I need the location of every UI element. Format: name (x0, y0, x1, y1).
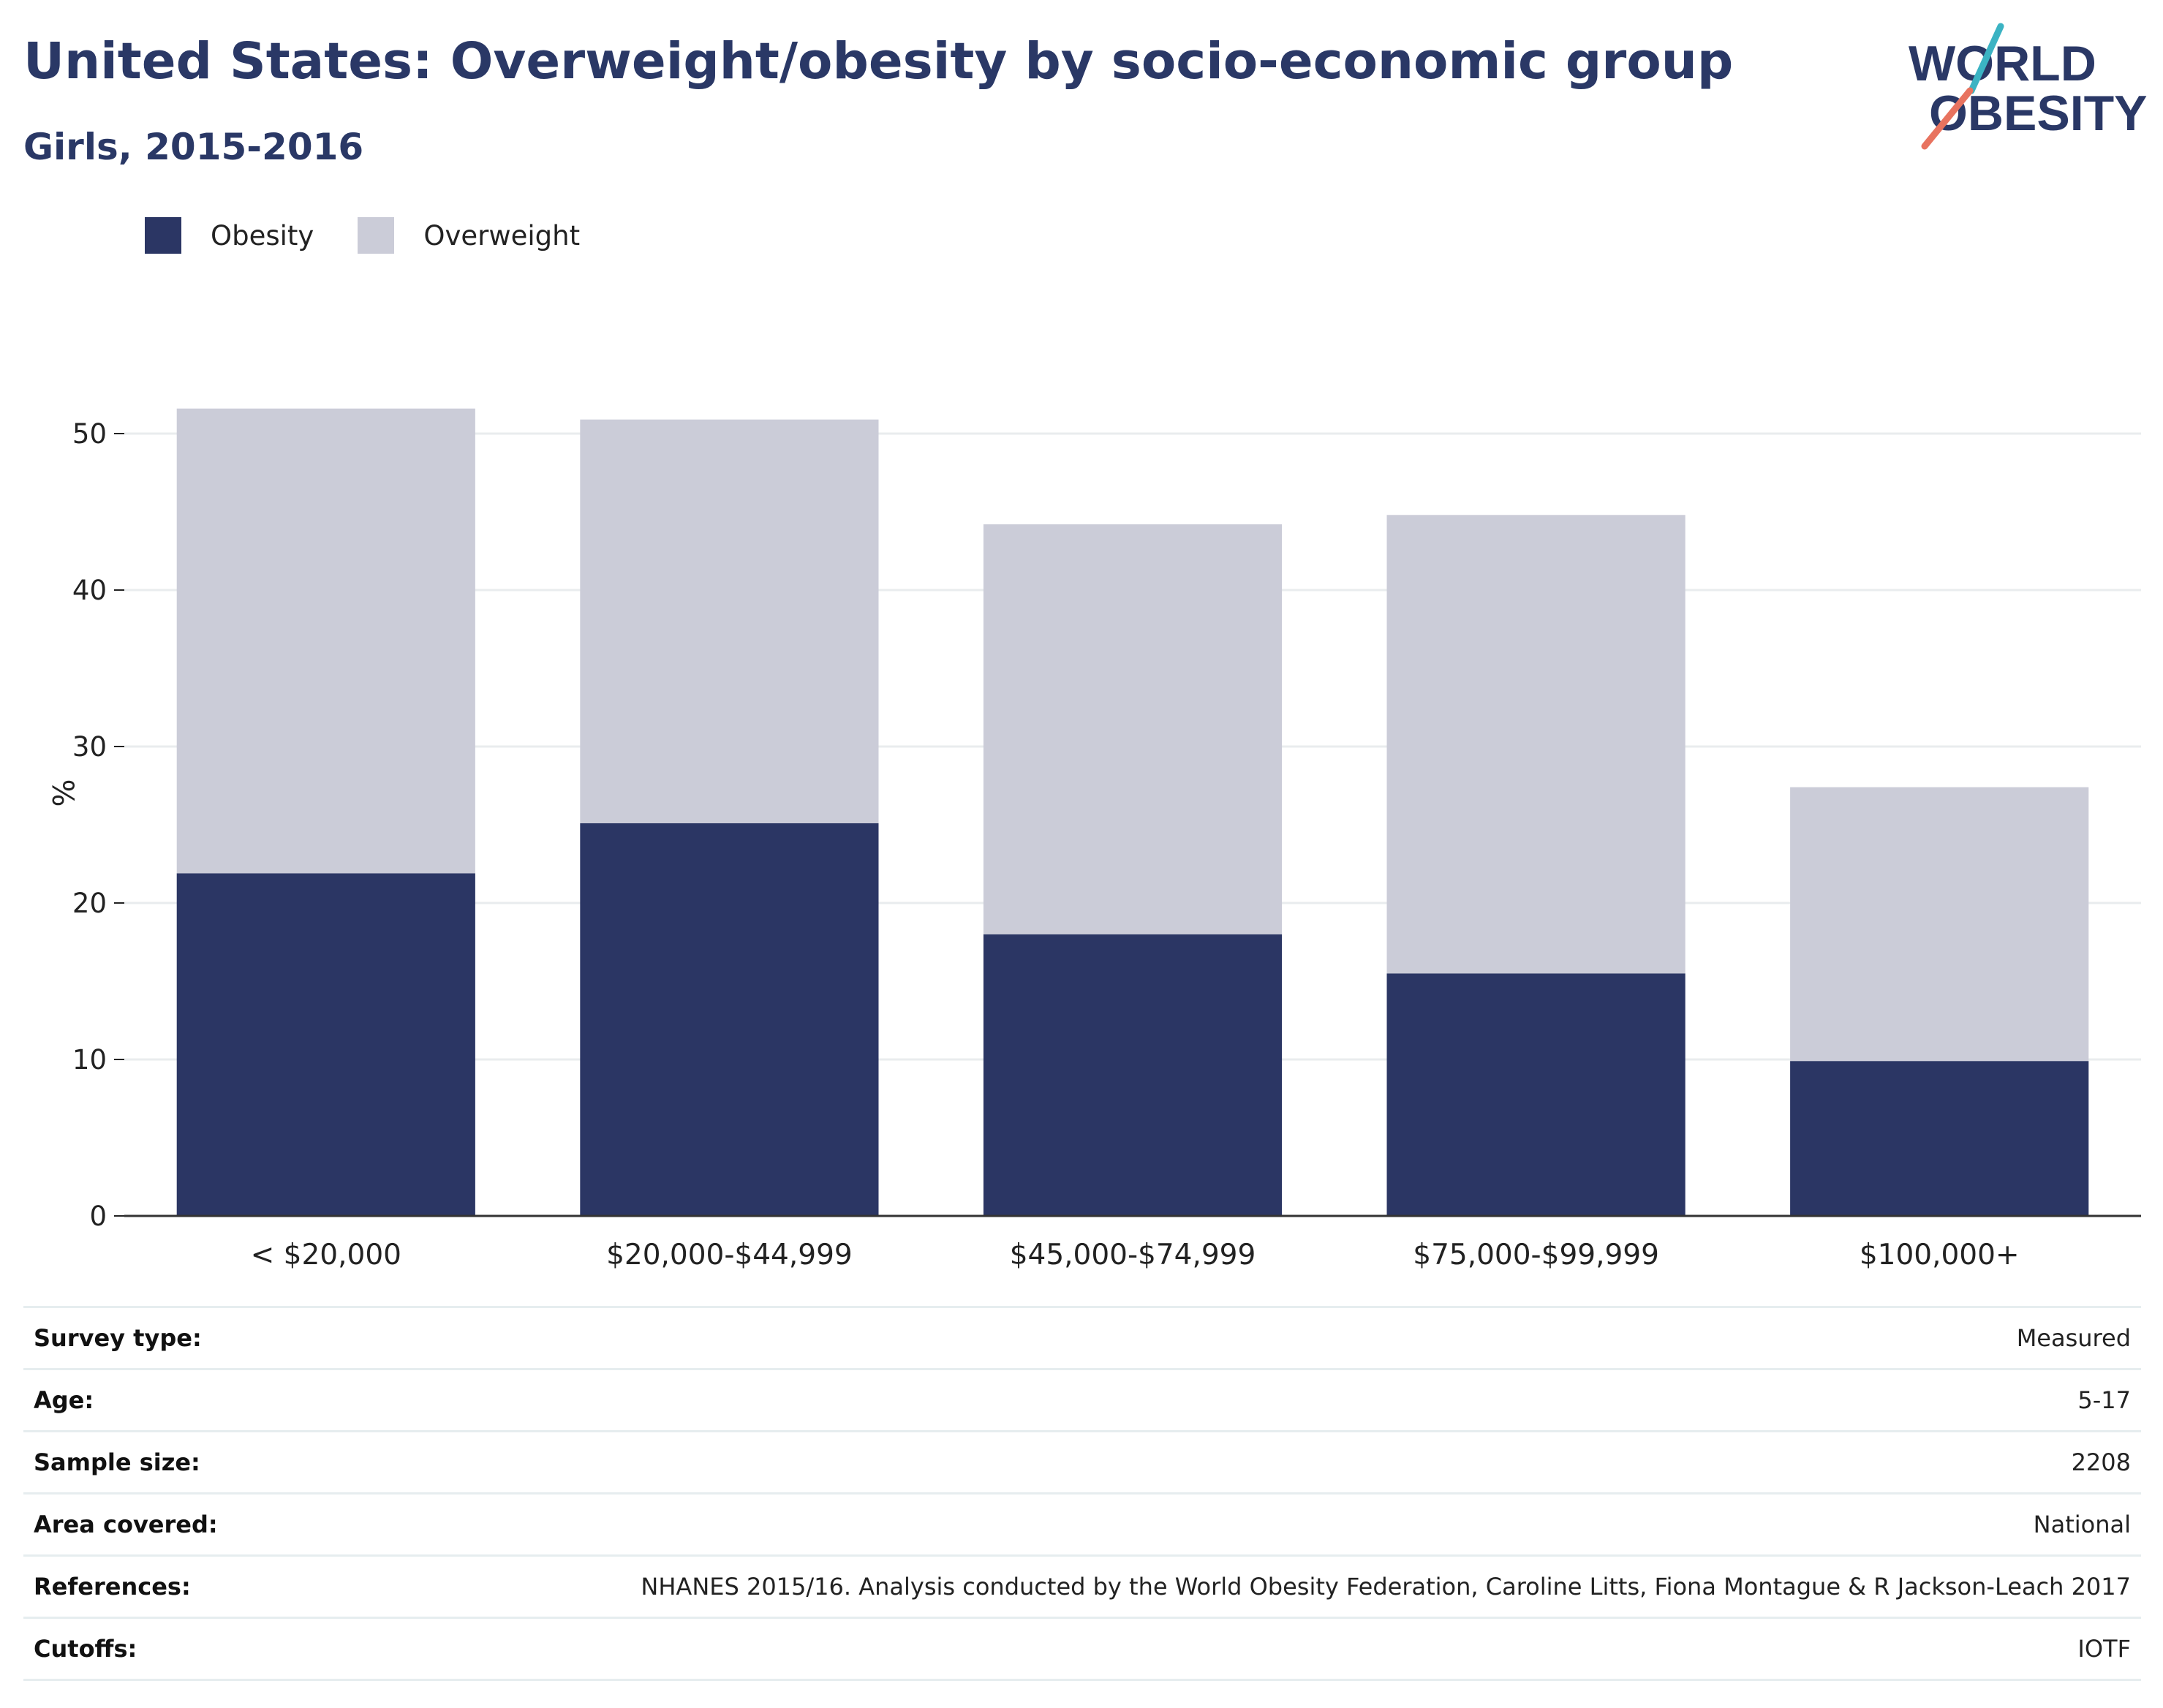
info-value: National (276, 1492, 2141, 1556)
bar-overweight-0 (176, 408, 475, 874)
info-label: References: (23, 1554, 276, 1618)
info-row: Age: 5-17 (23, 1368, 2141, 1432)
info-value: 2208 (276, 1430, 2141, 1494)
y-tick-label: 10 (72, 1044, 107, 1076)
info-value: 5-17 (276, 1368, 2141, 1432)
x-tick-label: $45,000-$74,999 (1010, 1239, 1256, 1271)
legend-swatch-overweight (358, 217, 395, 254)
bar-overweight-1 (580, 419, 879, 823)
y-tick-label: 0 (89, 1201, 107, 1232)
info-label: Area covered: (23, 1492, 276, 1556)
info-row: Sample size: 2208 (23, 1430, 2141, 1494)
bar-obesity-0 (176, 873, 475, 1216)
bar-obesity-2 (983, 934, 1283, 1216)
info-row: Survey type: Measured (23, 1306, 2141, 1369)
x-tick-label: < $20,000 (251, 1239, 401, 1271)
y-tick-label: 50 (72, 418, 107, 450)
x-tick-label: $75,000-$99,999 (1413, 1239, 1659, 1271)
bar-overweight-4 (1790, 787, 2089, 1062)
bar-obesity-4 (1790, 1061, 2089, 1216)
bar-obesity-1 (580, 823, 879, 1216)
legend-label-obesity: Obesity (211, 219, 314, 252)
chart-bars (176, 408, 2089, 1216)
y-tick-label: 40 (72, 575, 107, 606)
bar-overweight-2 (983, 524, 1283, 934)
page-title: United States: Overweight/obesity by soc… (23, 32, 1734, 91)
logo-text-world: WORLD (1909, 36, 2096, 91)
info-label: Cutoffs: (23, 1617, 276, 1681)
y-tick-label: 30 (72, 731, 107, 763)
x-tick-label: $20,000-$44,999 (606, 1239, 853, 1271)
info-row: Area covered: National (23, 1492, 2141, 1556)
info-label: Sample size: (23, 1430, 276, 1494)
info-value: Measured (276, 1306, 2141, 1369)
info-label: Survey type: (23, 1306, 276, 1369)
y-tick-label: 20 (72, 888, 107, 919)
logo-slash-teal (1968, 23, 2004, 94)
legend-item-overweight[interactable]: Overweight (358, 217, 580, 254)
y-axis-label: % (45, 779, 79, 806)
world-obesity-logo: WORLD OBESITY (1909, 23, 2148, 150)
y-axis: 0 10 20 30 40 50% (45, 418, 124, 1232)
page-subtitle: Girls, 2015-2016 (23, 126, 364, 168)
legend-item-obesity[interactable]: Obesity (145, 217, 314, 254)
bar-obesity-3 (1386, 973, 1686, 1216)
legend-swatch-obesity (145, 217, 181, 254)
x-tick-label: $100,000+ (1860, 1239, 2020, 1271)
legend-label-overweight: Overweight (423, 219, 581, 252)
logo-slash-coral (1921, 87, 1974, 150)
info-row: References: NHANES 2015/16. Analysis cond… (23, 1554, 2141, 1618)
bar-chart: 0 10 20 30 40 50% < $20,000 $20,000-$44,999 $45… (45, 408, 2141, 1271)
bar-overweight-3 (1386, 515, 1686, 974)
x-axis: < $20,000 $20,000-$44,999 $45,000-$74,999 $… (124, 1214, 2141, 1271)
info-value: NHANES 2015/16. Analysis conducted by th… (276, 1554, 2141, 1618)
info-value: IOTF (276, 1617, 2141, 1681)
survey-info-table: Survey type: Measured Age: 5-17 Sample size:… (23, 1306, 2141, 1681)
info-row: Cutoffs: IOTF (23, 1617, 2141, 1681)
chart-legend: Obesity Overweight (145, 216, 624, 254)
info-label: Age: (23, 1368, 276, 1432)
